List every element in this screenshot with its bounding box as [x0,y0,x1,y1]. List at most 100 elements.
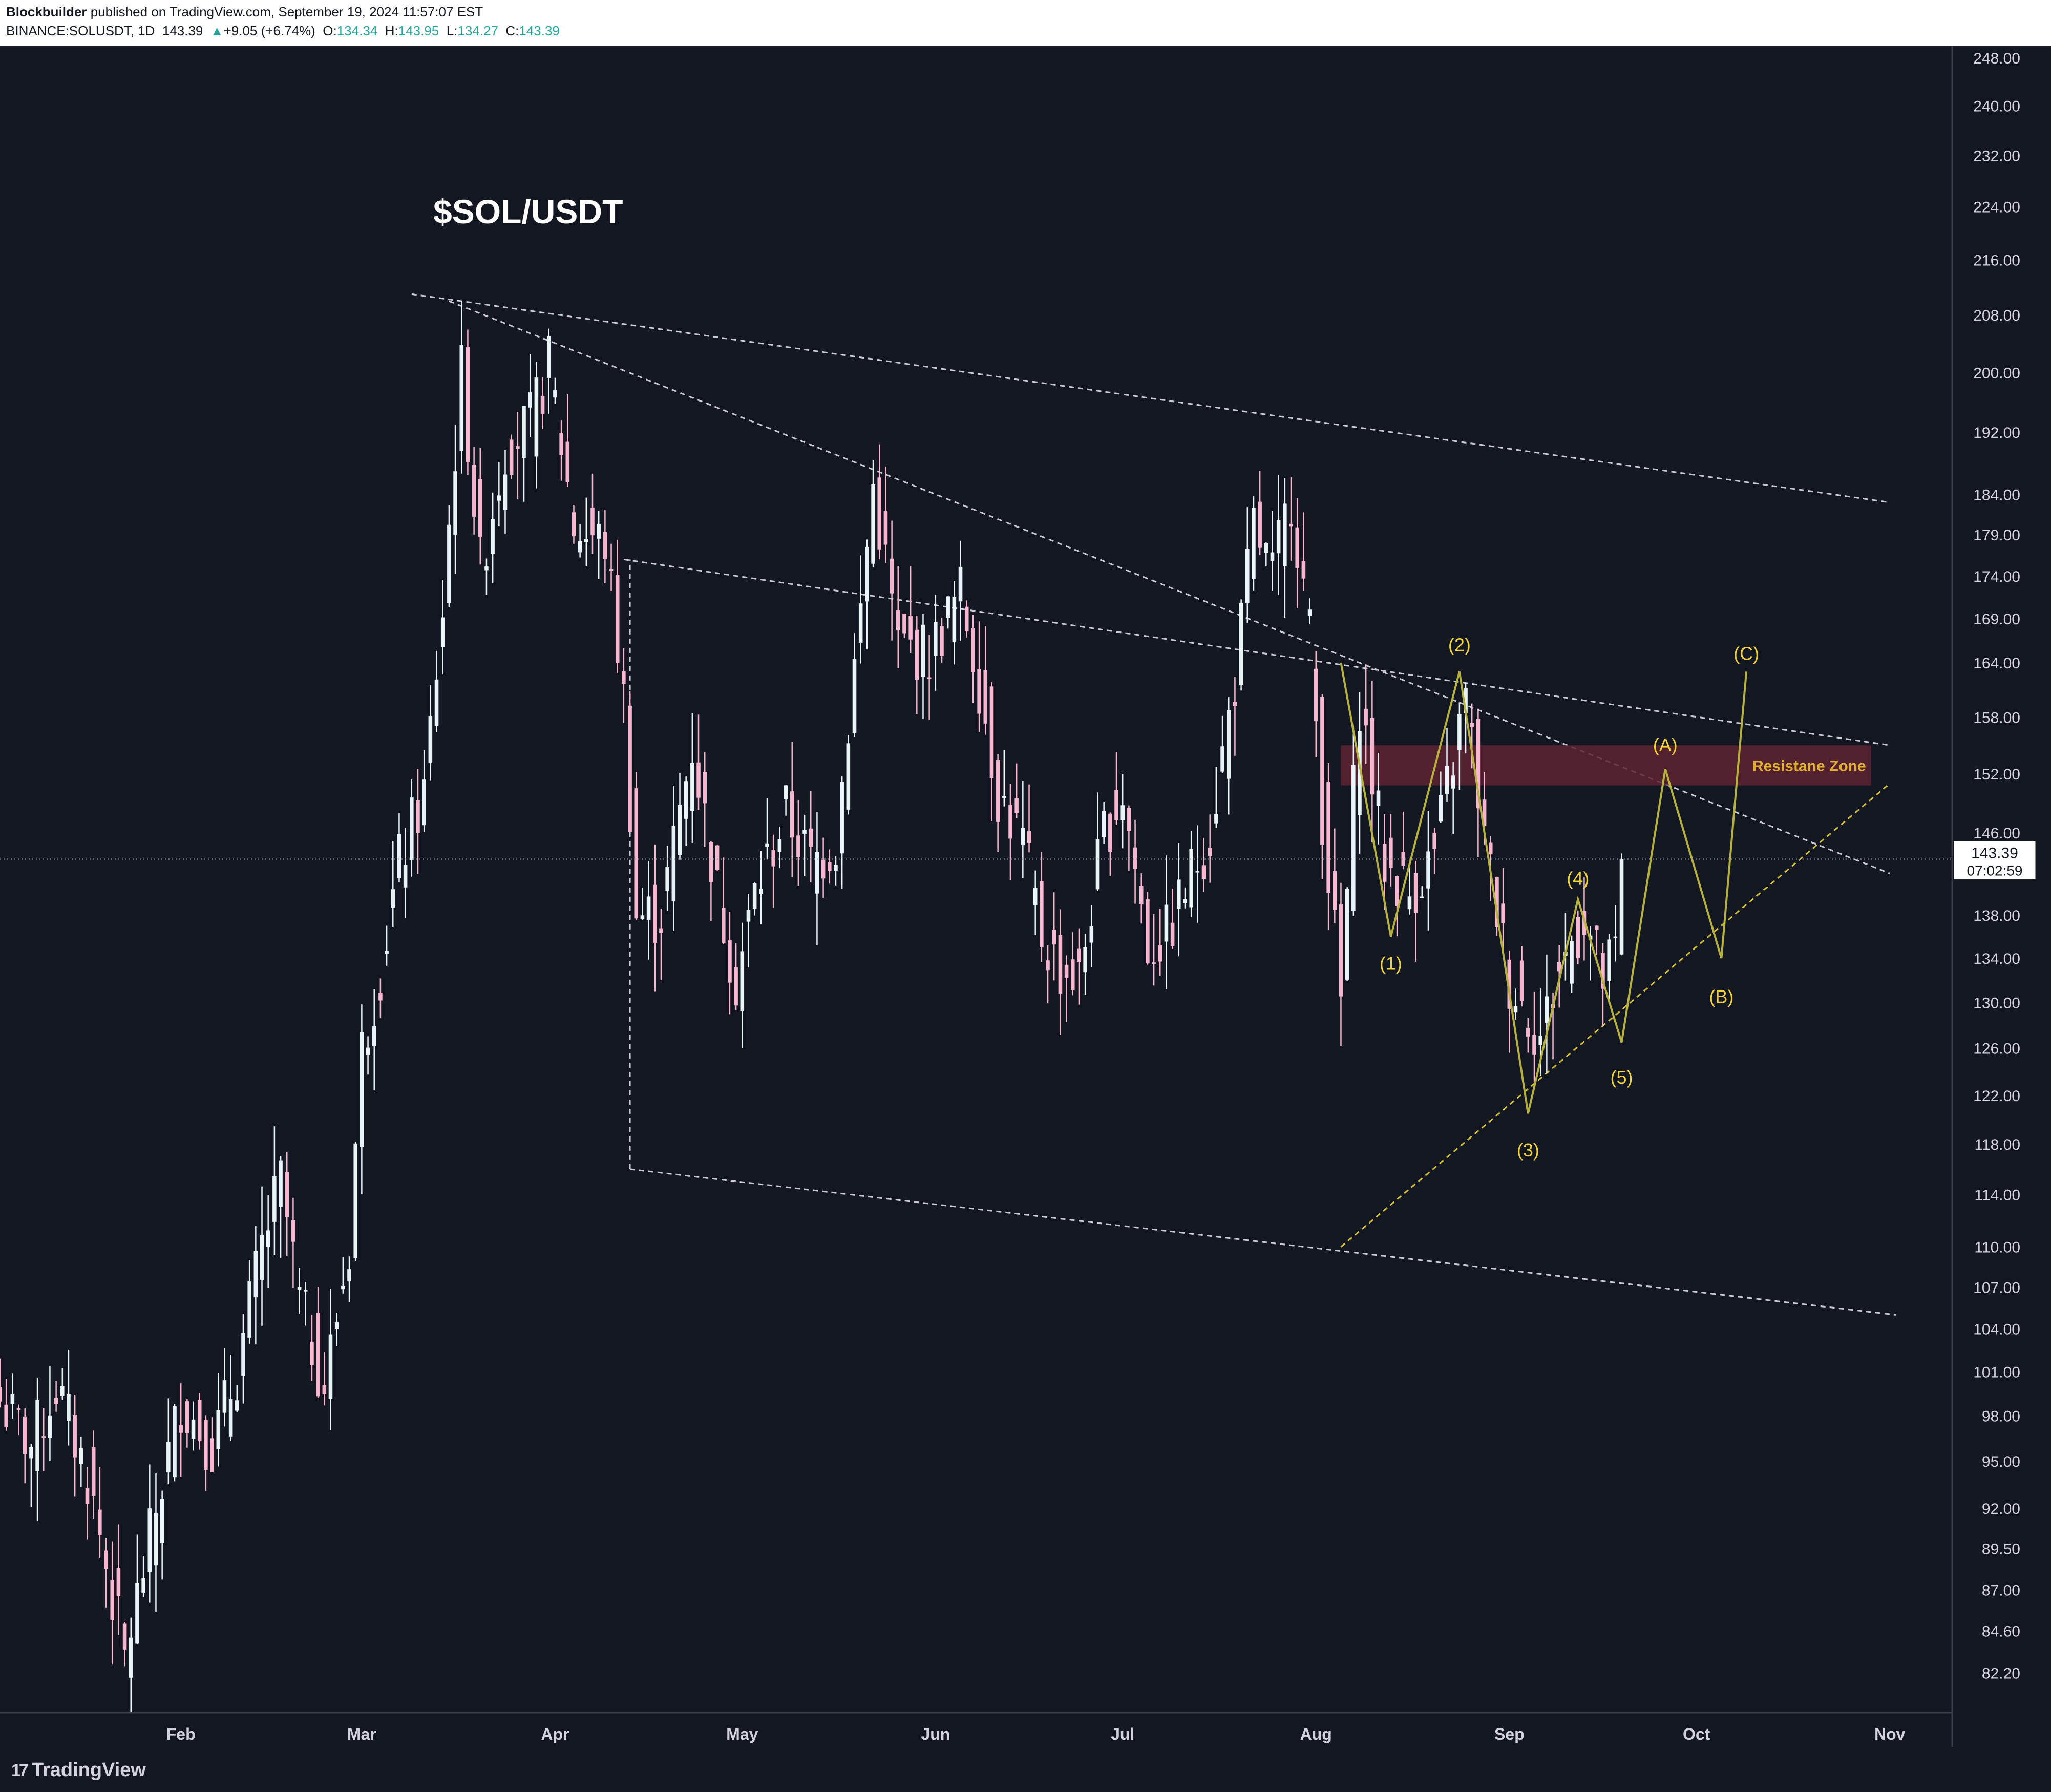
candle-body[interactable] [840,782,844,854]
candle-body[interactable] [491,519,495,554]
tradingview-logo[interactable]: 17 TradingView [11,1759,146,1781]
candle-body[interactable] [129,1637,133,1678]
trendline-mid-channel[interactable] [623,558,1890,746]
candle-body[interactable] [23,1416,27,1454]
candle-body[interactable] [79,1448,83,1464]
candle-body[interactable] [1376,790,1381,806]
candle-body[interactable] [503,474,508,510]
candle-body[interactable] [784,785,788,799]
candle-body[interactable] [353,1143,357,1258]
candle-body[interactable] [60,1386,65,1396]
candle-body[interactable] [728,940,732,983]
candle-body[interactable] [1382,844,1387,882]
candle-body[interactable] [653,884,657,943]
candle-body[interactable] [422,779,426,826]
candle-body[interactable] [1239,602,1243,686]
candle-body[interactable] [615,575,620,663]
candle-body[interactable] [67,1394,71,1422]
candle-body[interactable] [0,1387,2,1402]
candle-body[interactable] [1314,668,1318,722]
candle-body[interactable] [397,834,401,878]
candle-body[interactable] [341,1285,345,1290]
candle-body[interactable] [241,1333,245,1376]
candle-body[interactable] [166,1442,171,1473]
candle-body[interactable] [1476,719,1481,809]
candle-body[interactable] [771,850,775,867]
candle-body[interactable] [834,865,838,872]
candle-body[interactable] [678,805,682,855]
candle-body[interactable] [565,441,570,482]
candle-body[interactable] [934,621,938,656]
candle-body[interactable] [179,1425,183,1433]
candle-body[interactable] [316,1313,320,1397]
candle-body[interactable] [291,1220,295,1242]
candle-body[interactable] [1495,877,1499,927]
candle-body[interactable] [453,471,457,535]
candle-body[interactable] [472,465,476,517]
candle-body[interactable] [372,1026,376,1046]
candle-body[interactable] [297,1286,302,1290]
candle-body[interactable] [1358,731,1362,815]
candle-body[interactable] [546,335,551,378]
candle-body[interactable] [147,1508,152,1572]
candle-body[interactable] [759,889,763,894]
candle-body[interactable] [1052,929,1056,945]
candle-body[interactable] [497,495,501,501]
candle-body[interactable] [410,797,414,860]
candle-body[interactable] [459,345,464,451]
candle-body[interactable] [983,670,988,724]
candle-body[interactable] [122,1623,127,1650]
candle-body[interactable] [1470,723,1474,727]
candle-body[interactable] [1526,1027,1530,1037]
candle-body[interactable] [1070,959,1075,990]
candle-body[interactable] [690,762,694,811]
candle-body[interactable] [204,1419,208,1470]
candle-body[interactable] [1501,903,1505,923]
candle-body[interactable] [1108,813,1112,852]
candle-body[interactable] [752,883,757,909]
candle-body[interactable] [721,908,726,943]
candle-body[interactable] [1008,805,1012,839]
candle-body[interactable] [48,1415,52,1438]
candle-body[interactable] [35,1400,39,1471]
candle-body[interactable] [235,1400,239,1411]
elliott-wave-path[interactable] [1340,662,1748,1114]
candle-body[interactable] [1576,917,1580,959]
candle-body[interactable] [1607,939,1611,981]
candle-body[interactable] [578,541,582,553]
candle-body[interactable] [29,1446,33,1459]
candle-body[interactable] [1083,947,1087,973]
candle-body[interactable] [391,889,395,908]
candle-body[interactable] [54,1398,58,1404]
candle-body[interactable] [828,862,832,872]
candle-body[interactable] [1401,852,1406,866]
candle-body[interactable] [1102,811,1106,837]
candle-body[interactable] [1040,881,1044,947]
candle-body[interactable] [1595,925,1599,930]
candle-body[interactable] [540,396,545,414]
candle-body[interactable] [1120,805,1125,820]
candle-body[interactable] [1064,964,1069,978]
candle-body[interactable] [1276,520,1281,554]
candle-body[interactable] [91,1447,96,1496]
candle-body[interactable] [1252,508,1256,579]
candle-body[interactable] [260,1235,264,1280]
candle-body[interactable] [671,826,676,902]
candle-body[interactable] [1345,889,1349,980]
trendline-upper-resistance[interactable] [411,293,1890,503]
candle-body[interactable] [1326,782,1330,893]
candle-body[interactable] [1233,702,1237,706]
candle-body[interactable] [952,597,957,643]
candle-body[interactable] [946,596,950,618]
candle-body[interactable] [328,1334,333,1399]
candle-body[interactable] [1227,710,1231,779]
candle-body[interactable] [852,659,857,733]
candle-body[interactable] [1183,899,1187,903]
candle-body[interactable] [1601,953,1605,989]
candle-body[interactable] [440,617,445,648]
candle-body[interactable] [1264,543,1268,553]
candle-body[interactable] [266,1230,270,1247]
candle-body[interactable] [1270,552,1275,561]
candle-body[interactable] [553,390,557,398]
candle-body[interactable] [322,1385,327,1394]
